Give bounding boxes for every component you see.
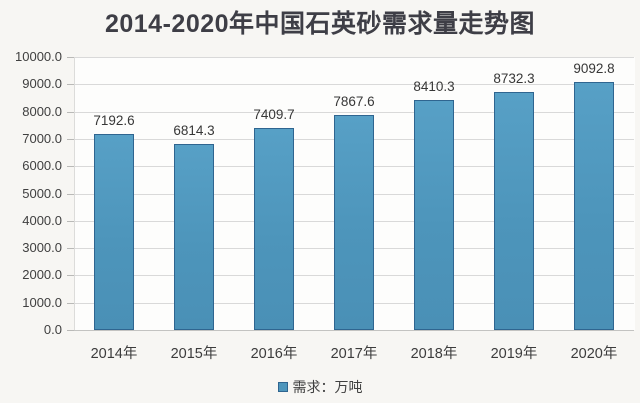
y-axis-tick-label: 2000.0 [22,267,62,282]
y-tick-mark [67,166,74,167]
y-axis-tick-label: 7000.0 [22,131,62,146]
y-axis-tick-label: 9000.0 [22,76,62,91]
legend-swatch-icon [277,382,288,392]
gridline [74,112,634,113]
bar [174,144,214,330]
gridline [74,57,634,58]
y-tick-mark [67,139,74,140]
x-axis-tick-label: 2017年 [330,346,378,362]
x-axis-tick-label: 2018年 [410,346,458,362]
bar [494,92,534,330]
y-tick-mark [67,194,74,195]
bar-value-label: 6814.3 [173,123,215,138]
bar [94,134,134,330]
bar [414,100,454,330]
y-axis-tick-label: 1000.0 [22,295,62,310]
x-axis-tick-label: 2015年 [170,346,218,362]
y-axis-tick-label: 0.0 [43,322,62,337]
bar [254,128,294,330]
y-tick-mark [67,275,74,276]
bar-value-label: 8732.3 [493,71,535,86]
x-axis-tick-label: 2014年 [90,346,138,362]
y-axis-tick-label: 6000.0 [22,158,62,173]
y-tick-mark [67,303,74,304]
y-axis-tick-label: 5000.0 [22,186,62,201]
y-tick-mark [67,84,74,85]
bar-value-label: 7409.7 [253,107,295,122]
y-axis-tick-label: 10000.0 [15,49,62,64]
x-axis-tick-label: 2020年 [570,346,618,362]
bar-value-label: 7192.6 [93,113,135,128]
chart-title: 2014-2020年中国石英砂需求量走势图 [104,10,536,38]
y-tick-mark [67,221,74,222]
bar-value-label: 8410.3 [413,79,455,94]
y-tick-mark [67,330,74,331]
y-tick-mark [67,57,74,58]
y-axis-tick-label: 3000.0 [22,240,62,255]
bar [574,82,614,330]
gridline [74,84,634,85]
legend-series-label: 需求：万吨 [292,379,363,395]
x-axis-tick-label: 2016年 [250,346,298,362]
bar-value-label: 9092.8 [573,61,615,76]
legend: 需求：万吨 [0,377,640,397]
y-axis-tick-label: 8000.0 [22,104,62,119]
x-axis-line [74,330,634,331]
y-axis-tick-label: 4000.0 [22,213,62,228]
bar-value-label: 7867.6 [333,94,375,109]
y-tick-mark [67,248,74,249]
y-tick-mark [67,112,74,113]
bar [334,115,374,330]
x-axis-tick-label: 2019年 [490,346,538,362]
